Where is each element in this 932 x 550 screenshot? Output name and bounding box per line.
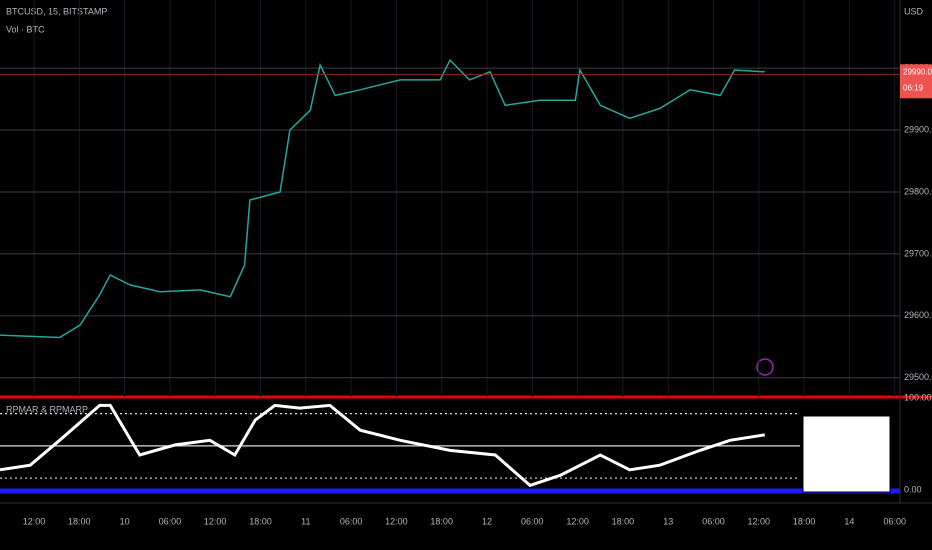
x-tick-label: 12:00 xyxy=(748,516,771,526)
x-tick-label: 18:00 xyxy=(249,516,272,526)
currency-label: USD xyxy=(904,6,924,16)
stats-table xyxy=(802,415,891,493)
x-tick-label: 12:00 xyxy=(204,516,227,526)
series-line xyxy=(0,403,766,488)
countdown-label: 06:19 xyxy=(903,83,924,92)
x-tick-label: 14 xyxy=(844,516,854,526)
indicator-title: RPMAR & RPMARP xyxy=(6,404,88,414)
last-price-label: 29990.0000 xyxy=(903,67,932,76)
last-price-tag xyxy=(900,64,932,99)
x-tick-label: 06:00 xyxy=(521,516,544,526)
x-tick-label: 12:00 xyxy=(385,516,408,526)
volume-label: Vol · BTC xyxy=(6,24,45,34)
x-tick-label: 13 xyxy=(663,516,673,526)
y-tick-label: 29800.0000 xyxy=(904,186,932,196)
x-tick-label: 18:00 xyxy=(612,516,635,526)
x-tick-label: 12 xyxy=(482,516,492,526)
y-tick-label: 0.00 xyxy=(904,484,922,494)
x-tick-label: 18:00 xyxy=(68,516,91,526)
x-tick-label: 06:00 xyxy=(702,516,725,526)
x-tick-label: 12:00 xyxy=(23,516,46,526)
symbol-title: BTCUSD, 15, BITSTAMP xyxy=(6,6,107,16)
alert-icon[interactable] xyxy=(756,358,774,376)
x-tick-label: 06:00 xyxy=(340,516,363,526)
y-tick-label: 29900.0000 xyxy=(904,124,932,134)
y-tick-label: 100.00 xyxy=(904,392,932,402)
x-tick-label: 11 xyxy=(301,516,310,526)
y-tick-label: 29600.0000 xyxy=(904,310,932,320)
series-line xyxy=(0,58,765,339)
x-tick-label: 06:00 xyxy=(883,516,906,526)
x-tick-label: 18:00 xyxy=(430,516,453,526)
y-tick-label: 29500.0000 xyxy=(904,372,932,382)
y-tick-label: 29700.0000 xyxy=(904,248,932,258)
x-tick-label: 12:00 xyxy=(566,516,589,526)
x-tick-label: 10 xyxy=(120,516,130,526)
x-tick-label: 18:00 xyxy=(793,516,816,526)
x-tick-label: 06:00 xyxy=(159,516,182,526)
